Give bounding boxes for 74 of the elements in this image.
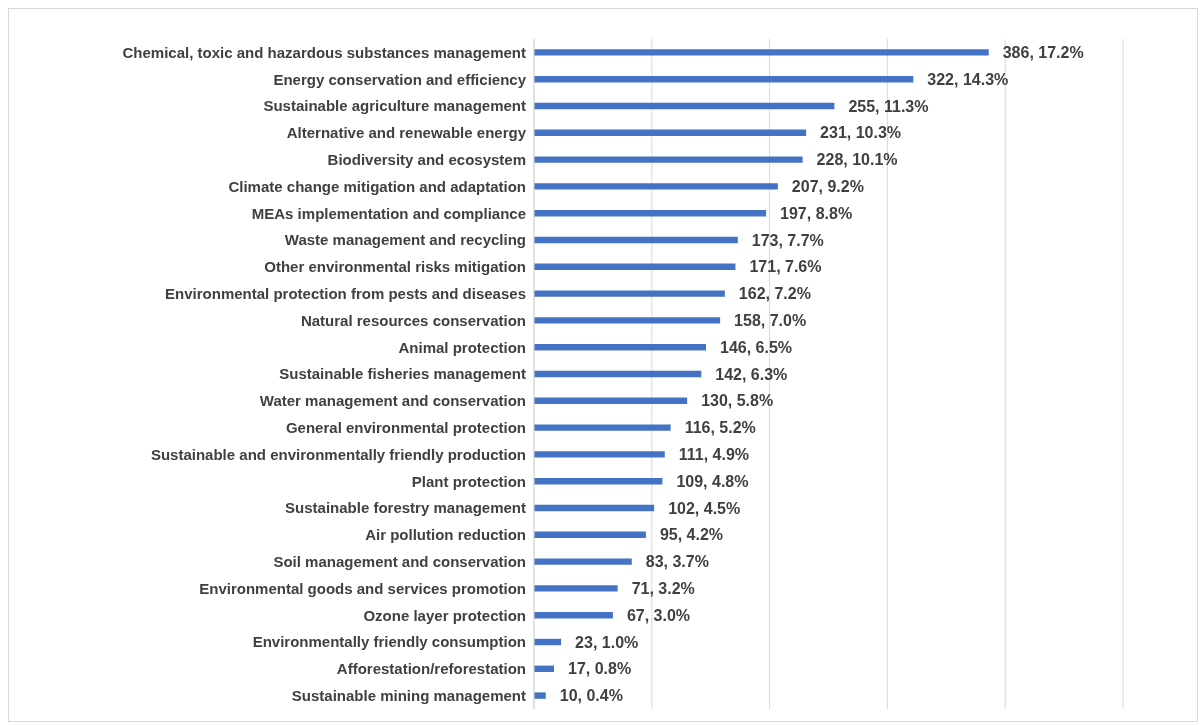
y-tick-label: Sustainable mining management: [291, 686, 526, 704]
bar: [534, 397, 688, 405]
bar: [534, 209, 767, 217]
bar: [534, 236, 738, 244]
bar: [534, 102, 835, 110]
y-tick-label: General environmental protection: [285, 418, 526, 436]
bar: [534, 49, 989, 56]
y-tick-label: Other environmental risks mitigation: [264, 258, 526, 276]
data-label: 386, 17.2%: [1002, 44, 1084, 62]
bar: [534, 129, 807, 137]
y-tick-label: Climate change mitigation and adaptation: [228, 177, 526, 195]
y-tick-label: Waste management and recycling: [284, 231, 526, 249]
bar: [534, 75, 914, 83]
data-label: 102, 4.5%: [668, 499, 741, 517]
bar: [534, 504, 655, 512]
data-label: 171, 7.6%: [749, 258, 822, 276]
bar: [534, 451, 665, 458]
data-label: 142, 6.3%: [715, 365, 788, 383]
data-label: 158, 7.0%: [734, 312, 807, 330]
data-label: 71, 3.2%: [631, 580, 695, 598]
bar: [534, 317, 721, 324]
data-label: 130, 5.8%: [701, 392, 774, 410]
data-label: 83, 3.7%: [645, 553, 709, 571]
bar: [534, 290, 725, 297]
y-tick-label: Sustainable and environmentally friendly production: [150, 445, 526, 463]
bar: [534, 692, 546, 699]
y-tick-label: Air pollution reduction: [365, 526, 526, 544]
data-label: 322, 14.3%: [927, 70, 1009, 88]
bar: [534, 611, 613, 619]
data-label: 231, 10.3%: [820, 124, 902, 142]
y-tick-label: Sustainable forestry management: [285, 499, 526, 517]
bar: [534, 531, 646, 539]
y-tick-label: Natural resources conservation: [300, 311, 526, 329]
y-tick-label: Biodiversity and ecosystem: [327, 150, 526, 168]
bar: [534, 156, 803, 163]
y-tick-label: Ozone layer protection: [363, 606, 526, 624]
y-tick-label: Sustainable agriculture management: [263, 97, 526, 115]
data-label: 111, 4.9%: [678, 446, 750, 464]
data-label: 146, 6.5%: [719, 338, 793, 356]
y-tick-label: Environmental goods and services promotion: [199, 579, 526, 597]
data-label: 207, 9.2%: [791, 178, 864, 196]
data-label: 255, 11.3%: [848, 97, 929, 115]
data-label: 95, 4.2%: [659, 526, 724, 544]
data-label: 197, 8.8%: [780, 204, 853, 222]
data-label: 109, 4.8%: [676, 472, 749, 490]
y-tick-label: Environmental protection from pests and diseases: [165, 284, 526, 302]
bar: [534, 343, 706, 351]
bar: [534, 558, 632, 565]
y-tick-label: Water management and conservation: [259, 392, 526, 410]
bar: [534, 477, 663, 485]
bar: [534, 585, 618, 592]
y-tick-label: Alternative and renewable energy: [286, 124, 527, 142]
data-label: 116, 5.2%: [684, 419, 756, 437]
data-label: 162, 7.2%: [738, 285, 811, 303]
bar: [534, 183, 778, 190]
bar: [534, 263, 736, 271]
y-tick-label: MEAs implementation and compliance: [251, 204, 526, 222]
data-label: 23, 1.0%: [575, 633, 639, 651]
bar: [534, 424, 671, 431]
data-label: 173, 7.7%: [751, 231, 824, 249]
y-tick-label: Soil management and conservation: [273, 552, 526, 570]
bar: [534, 638, 562, 646]
y-tick-label: Energy conservation and efficiency: [273, 70, 527, 88]
data-label: 67, 3.0%: [626, 606, 691, 624]
y-tick-label: Animal protection: [398, 338, 526, 356]
bar: [534, 370, 702, 378]
y-tick-label: Plant protection: [411, 472, 526, 490]
y-tick-label: Afforestation/reforestation: [336, 660, 526, 678]
y-tick-label: Chemical, toxic and hazardous substances management: [122, 43, 526, 61]
data-label: 10, 0.4%: [559, 687, 623, 705]
y-tick-label: Environmentally friendly consumption: [252, 633, 526, 651]
y-tick-label: Sustainable fisheries management: [279, 365, 526, 383]
data-label: 228, 10.1%: [816, 151, 898, 169]
data-label: 17, 0.8%: [568, 660, 632, 678]
